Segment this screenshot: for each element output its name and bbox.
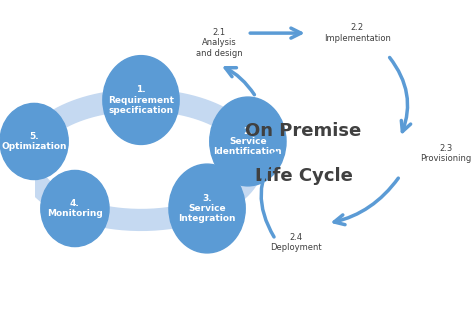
Ellipse shape (41, 171, 109, 247)
Ellipse shape (210, 97, 286, 186)
Text: On Premise: On Premise (246, 123, 362, 140)
Text: 2.
Service
Identification: 2. Service Identification (214, 127, 282, 156)
Text: 5.
Optimization: 5. Optimization (1, 132, 67, 151)
Text: 4.
Monitoring: 4. Monitoring (47, 199, 103, 218)
Ellipse shape (103, 56, 179, 144)
Ellipse shape (169, 164, 245, 253)
Text: 2.1
Analysis
and design: 2.1 Analysis and design (196, 28, 243, 58)
Text: 1.
Requirement
specification: 1. Requirement specification (108, 85, 174, 115)
Text: 3.
Service
Integration: 3. Service Integration (178, 194, 236, 223)
Text: 2.3
Provisioning: 2.3 Provisioning (420, 144, 471, 163)
Text: Life Cycle: Life Cycle (255, 167, 353, 185)
Text: 2.4
Deployment: 2.4 Deployment (270, 233, 321, 252)
Text: 2.2
Implementation: 2.2 Implementation (324, 23, 391, 43)
Ellipse shape (0, 103, 68, 180)
